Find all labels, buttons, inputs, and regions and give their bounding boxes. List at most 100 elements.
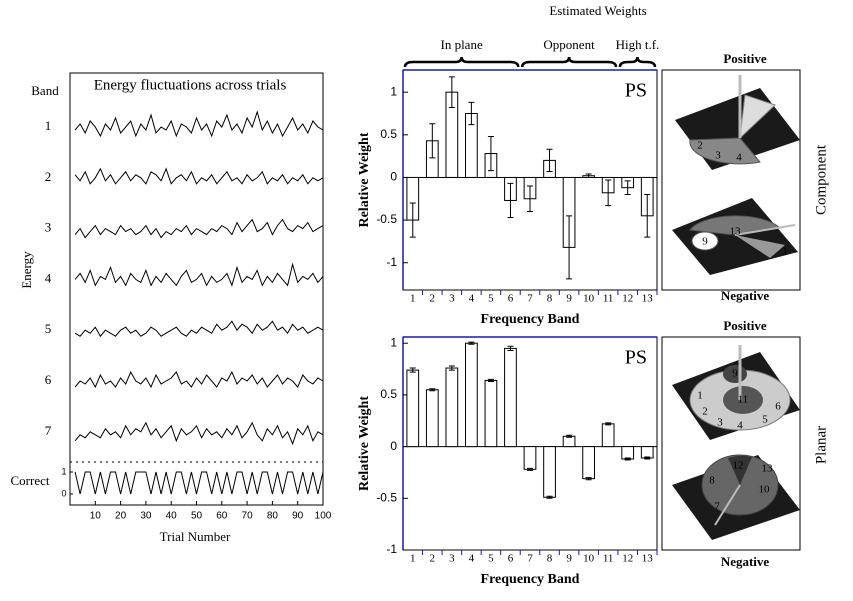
x-tick-label: 13 bbox=[642, 293, 654, 305]
band-number: 7 bbox=[714, 501, 720, 513]
correct-trace bbox=[74, 471, 324, 495]
error-bar bbox=[546, 495, 553, 499]
x-tick-label: 50 bbox=[191, 511, 203, 522]
band-number: 9 bbox=[732, 368, 738, 380]
x-tick-label: 80 bbox=[267, 511, 279, 522]
bar bbox=[465, 342, 478, 448]
x-tick-label: 2 bbox=[430, 293, 436, 305]
x-tick-label: 3 bbox=[449, 293, 455, 305]
band-number: 4 bbox=[736, 152, 742, 164]
x-tick-label: 8 bbox=[547, 293, 553, 305]
band-number: 3 bbox=[717, 417, 723, 429]
y-tick-label: 0.5 bbox=[380, 127, 397, 141]
x-tick-label: 90 bbox=[292, 511, 304, 522]
group-brace bbox=[520, 56, 618, 68]
band-label: 1 bbox=[45, 118, 52, 133]
y-tick-label: 1 bbox=[390, 84, 397, 98]
group-brace bbox=[403, 56, 520, 68]
x-tick-label: 8 bbox=[547, 553, 553, 565]
error-bar bbox=[527, 467, 533, 471]
energy-trace bbox=[74, 262, 324, 287]
error-bar bbox=[507, 345, 514, 351]
positive-label: Positive bbox=[723, 318, 767, 333]
y-axis-label: Energy bbox=[19, 251, 34, 289]
x-tick-label: 7 bbox=[527, 553, 533, 565]
error-bar bbox=[566, 215, 573, 280]
group-brace bbox=[618, 56, 657, 68]
band-number: 5 bbox=[762, 414, 768, 426]
wedge bbox=[728, 455, 752, 485]
error-bar bbox=[487, 378, 494, 382]
x-tick-label: 60 bbox=[216, 511, 228, 522]
y-axis-label: Relative Weight bbox=[357, 132, 372, 227]
x-tick-label: 4 bbox=[469, 293, 475, 305]
band-number: 2 bbox=[697, 140, 703, 152]
bar bbox=[582, 446, 595, 480]
x-axis-label: Trial Number bbox=[160, 529, 231, 544]
negative-label: Negative bbox=[721, 554, 770, 569]
side-label: Component bbox=[813, 144, 829, 215]
wedge bbox=[735, 235, 785, 258]
x-tick-label: 7 bbox=[527, 293, 533, 305]
plot-frame bbox=[69, 72, 324, 506]
error-bar bbox=[448, 365, 455, 371]
energy-trace bbox=[74, 167, 324, 185]
group-label: High t.f. bbox=[616, 37, 660, 52]
bar bbox=[562, 435, 576, 448]
error-bar bbox=[468, 341, 475, 345]
image-panel: 2 3 4 9 13 1 Positive Negative Component… bbox=[661, 51, 829, 569]
y-tick-label: 1 bbox=[390, 335, 397, 349]
x-tick-label: 9 bbox=[566, 293, 572, 305]
error-bar bbox=[429, 123, 436, 159]
axis bbox=[714, 484, 741, 526]
band-header: Band bbox=[31, 83, 59, 98]
band-number: 4 bbox=[737, 420, 743, 432]
side-label: Planar bbox=[813, 426, 829, 464]
bar bbox=[601, 423, 615, 448]
bar bbox=[445, 367, 459, 448]
y-axis-label: Relative Weight bbox=[357, 396, 372, 491]
wedge bbox=[691, 231, 719, 251]
x-tick-label: 12 bbox=[622, 293, 633, 305]
band-number: 10 bbox=[759, 484, 771, 496]
x-tick-label: 5 bbox=[488, 553, 494, 565]
x-tick-label: 10 bbox=[583, 293, 595, 305]
group-label: In plane bbox=[440, 37, 482, 52]
band-number: 8 bbox=[709, 475, 715, 487]
x-tick-label: 13 bbox=[642, 553, 654, 565]
bar bbox=[640, 446, 654, 459]
x-tick-label: 40 bbox=[166, 511, 178, 522]
y-tick-label: -1 bbox=[386, 542, 397, 556]
error-bar bbox=[507, 182, 514, 219]
bar bbox=[484, 379, 498, 448]
y-tick-label: -1 bbox=[386, 255, 397, 269]
x-axis-label: Frequency Band bbox=[481, 572, 580, 587]
bar bbox=[621, 446, 635, 460]
error-bar bbox=[566, 434, 573, 438]
x-tick-label: 2 bbox=[430, 553, 436, 565]
band-number: 9 bbox=[702, 236, 708, 248]
x-tick-label: 1 bbox=[410, 553, 416, 565]
x-tick-label: 9 bbox=[566, 553, 572, 565]
error-bar bbox=[644, 193, 651, 238]
annotation: PS bbox=[625, 347, 647, 369]
y-tick-label: 0 bbox=[390, 170, 397, 184]
x-tick-label: 100 bbox=[315, 511, 332, 522]
x-tick-label: 5 bbox=[488, 293, 494, 305]
band-number: 6 bbox=[775, 401, 781, 413]
band-number: 12 bbox=[733, 460, 744, 472]
correct-tick-label: 1 bbox=[61, 466, 66, 476]
correct-label: Correct bbox=[11, 473, 50, 488]
error-bar bbox=[605, 179, 612, 207]
bar bbox=[523, 446, 537, 470]
energy-trace bbox=[74, 320, 324, 338]
band-number: 13 bbox=[730, 226, 742, 238]
error-bar bbox=[605, 422, 612, 426]
band-number: 1 bbox=[697, 390, 703, 402]
band-label: 7 bbox=[45, 423, 52, 438]
x-tick-label: 12 bbox=[622, 553, 633, 565]
x-tick-label: 11 bbox=[603, 293, 614, 305]
x-tick-label: 4 bbox=[469, 553, 475, 565]
y-tick-label: 0 bbox=[390, 439, 397, 453]
